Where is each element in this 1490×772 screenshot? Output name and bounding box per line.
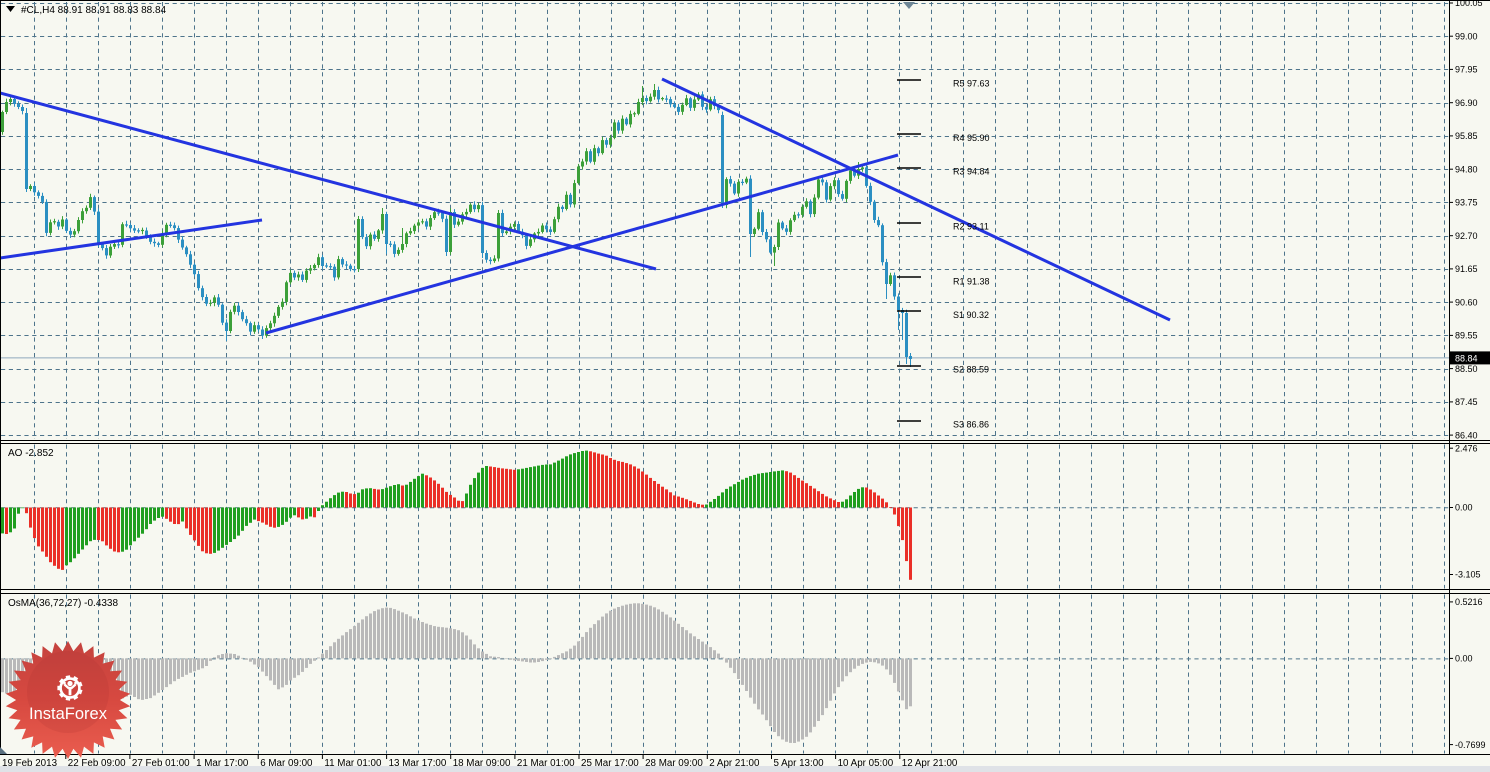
svg-text:89.55: 89.55 <box>1455 331 1478 341</box>
svg-text:90.60: 90.60 <box>1455 297 1478 307</box>
svg-text:R2 93.11: R2 93.11 <box>953 222 989 232</box>
svg-text:-0.7699: -0.7699 <box>1455 740 1486 750</box>
svg-text:25 Mar 17:00: 25 Mar 17:00 <box>581 758 639 769</box>
svg-text:99.00: 99.00 <box>1455 31 1478 41</box>
svg-text:S1 90.32: S1 90.32 <box>953 310 989 320</box>
svg-text:86.40: 86.40 <box>1455 430 1478 440</box>
svg-text:InstaForex: InstaForex <box>29 705 108 723</box>
svg-text:100.05: 100.05 <box>1455 0 1483 8</box>
svg-text:92.70: 92.70 <box>1455 231 1478 241</box>
svg-text:R4 95.90: R4 95.90 <box>953 133 990 143</box>
svg-text:AO -2.852: AO -2.852 <box>8 448 54 459</box>
svg-text:OsMA(36,72,27) -0.4338: OsMA(36,72,27) -0.4338 <box>8 598 118 609</box>
svg-text:93.75: 93.75 <box>1455 198 1478 208</box>
svg-text:5 Apr 13:00: 5 Apr 13:00 <box>774 758 825 769</box>
svg-text:91.65: 91.65 <box>1455 264 1478 274</box>
svg-text:0.00: 0.00 <box>1455 654 1473 664</box>
svg-text:94.80: 94.80 <box>1455 164 1478 174</box>
svg-text:97.95: 97.95 <box>1455 65 1478 75</box>
svg-text:2 Apr 21:00: 2 Apr 21:00 <box>709 758 760 769</box>
svg-text:13 Mar 17:00: 13 Mar 17:00 <box>389 758 447 769</box>
svg-text:22 Feb 09:00: 22 Feb 09:00 <box>68 758 126 769</box>
svg-text:12 Apr 21:00: 12 Apr 21:00 <box>902 758 958 769</box>
svg-text:28 Mar 09:00: 28 Mar 09:00 <box>645 758 703 769</box>
svg-text:11 Mar 01:00: 11 Mar 01:00 <box>324 758 382 769</box>
svg-text:10 Apr 05:00: 10 Apr 05:00 <box>838 758 894 769</box>
svg-text:#CL,H4 88.91 88.91 88.83 88.8: #CL,H4 88.91 88.91 88.83 88.84 <box>21 5 167 16</box>
svg-text:19 Feb 2013: 19 Feb 2013 <box>2 758 58 769</box>
svg-text:18 Mar 09:00: 18 Mar 09:00 <box>453 758 511 769</box>
svg-text:S3 86.86: S3 86.86 <box>953 419 989 429</box>
svg-text:-3.105: -3.105 <box>1455 570 1481 580</box>
svg-text:0.00: 0.00 <box>1455 503 1473 513</box>
svg-text:R1 91.38: R1 91.38 <box>953 276 990 286</box>
svg-text:27 Feb 01:00: 27 Feb 01:00 <box>132 758 190 769</box>
svg-text:R3 94.84: R3 94.84 <box>953 167 990 177</box>
svg-text:96.90: 96.90 <box>1455 98 1478 108</box>
svg-text:S2 88.59: S2 88.59 <box>953 365 989 375</box>
svg-text:6 Mar 09:00: 6 Mar 09:00 <box>260 758 313 769</box>
svg-text:95.85: 95.85 <box>1455 131 1478 141</box>
svg-text:2.476: 2.476 <box>1455 443 1478 453</box>
svg-text:87.45: 87.45 <box>1455 397 1478 407</box>
svg-text:21 Mar 01:00: 21 Mar 01:00 <box>517 758 575 769</box>
svg-text:88.50: 88.50 <box>1455 364 1478 374</box>
svg-text:1 Mar 17:00: 1 Mar 17:00 <box>196 758 249 769</box>
svg-text:0.5216: 0.5216 <box>1455 597 1483 607</box>
svg-text:R5 97.63: R5 97.63 <box>953 78 990 88</box>
svg-text:88.84: 88.84 <box>1455 353 1478 363</box>
